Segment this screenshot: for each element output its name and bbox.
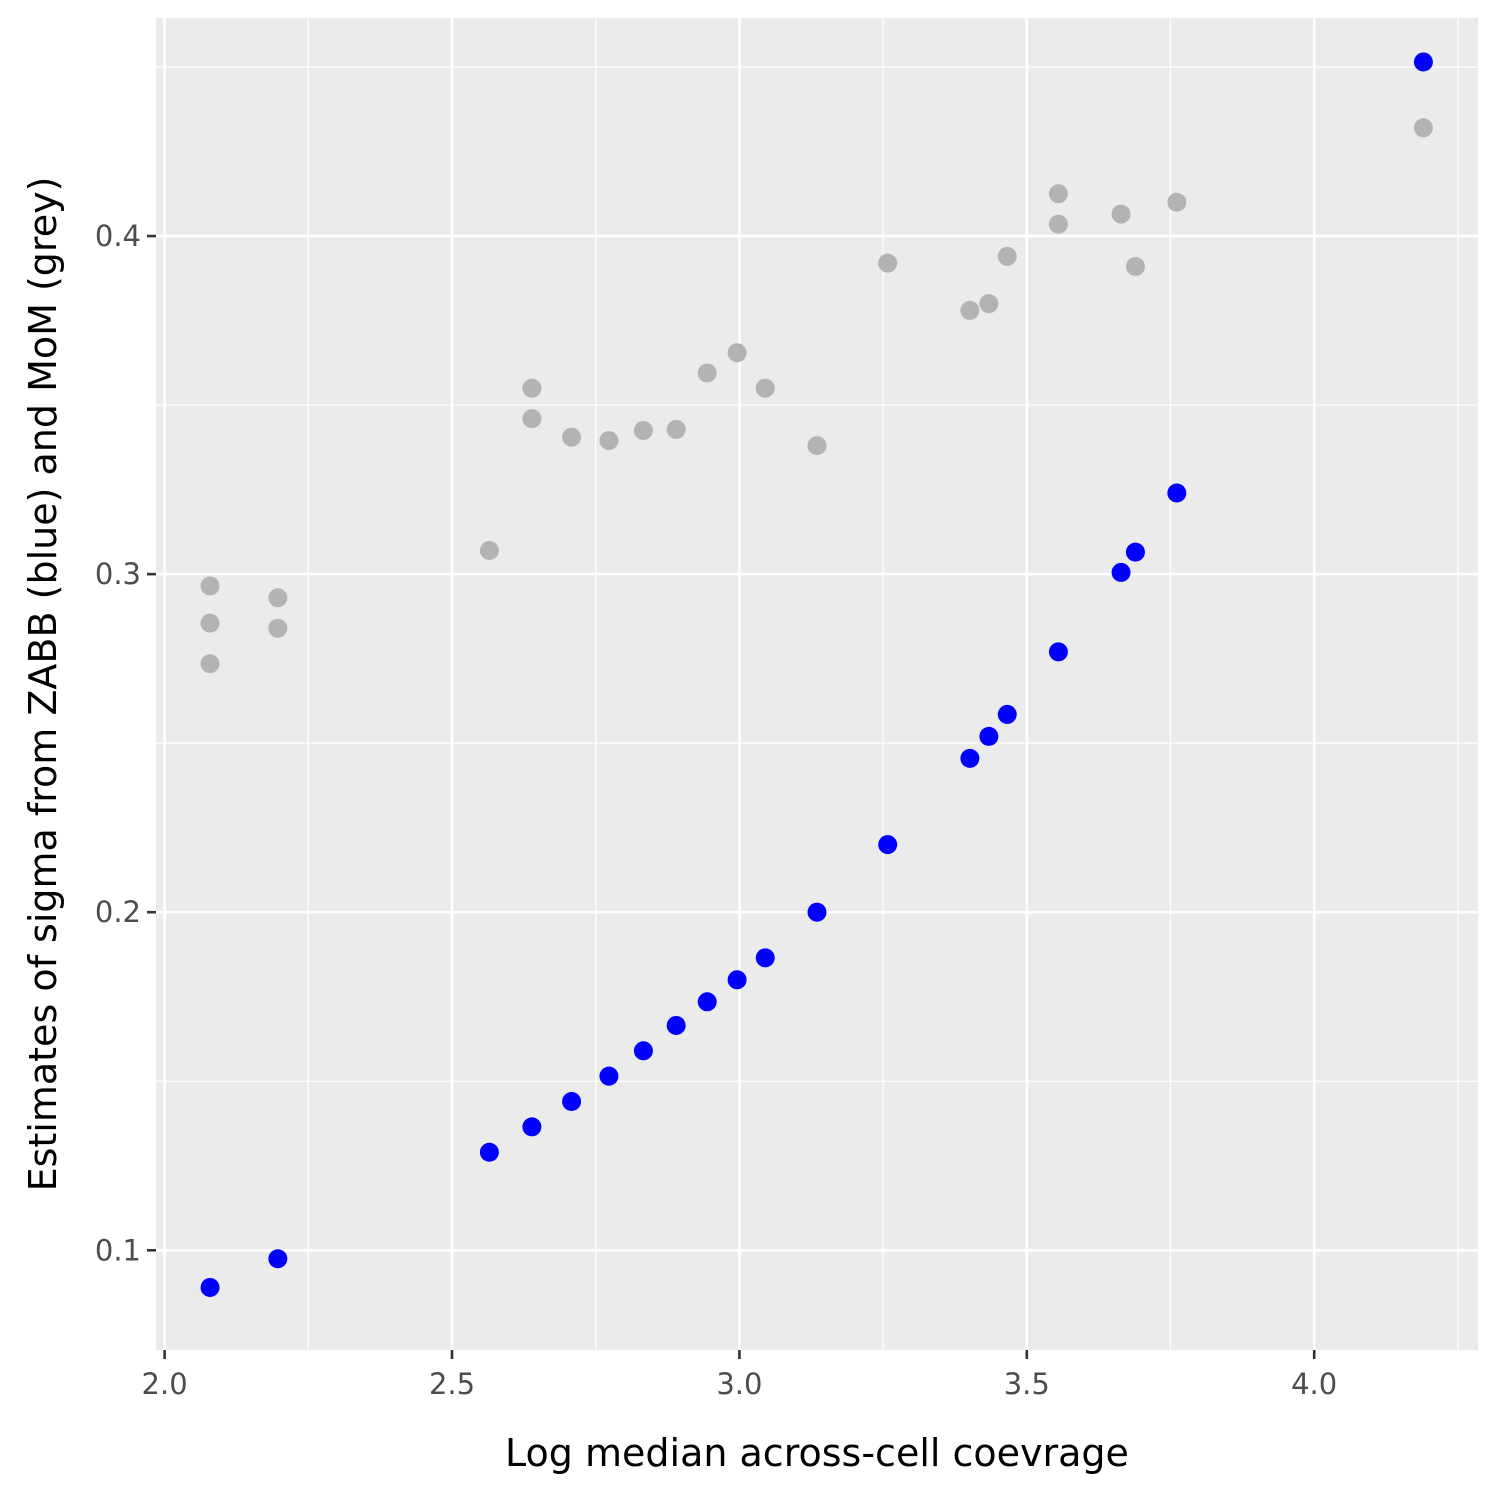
axis-ticks: 2.0 2.5 3.0 3.5 4.0 0.1 0.2 0.3 0.4 bbox=[95, 219, 1337, 1401]
mom-estimate-point bbox=[1125, 256, 1145, 276]
mom-estimate-point bbox=[979, 294, 999, 314]
mom-estimate-point bbox=[633, 420, 653, 440]
zabb-estimate-point bbox=[1413, 52, 1433, 72]
mom-estimate-point bbox=[268, 618, 288, 638]
zabb-estimate-point bbox=[1048, 642, 1068, 662]
x-axis-title: Log median across-cell coevrage bbox=[505, 1431, 1129, 1475]
x-tick-label: 4.0 bbox=[1291, 1367, 1337, 1401]
mom-estimate-point bbox=[878, 253, 898, 273]
data-points bbox=[200, 52, 1433, 1297]
y-tick-label: 0.2 bbox=[95, 895, 141, 929]
x-tick-label: 2.0 bbox=[142, 1367, 188, 1401]
mom-estimate-point bbox=[1111, 204, 1131, 224]
mom-estimate-point bbox=[200, 613, 220, 633]
mom-estimate-point bbox=[562, 427, 582, 447]
major-gridlines bbox=[156, 18, 1478, 1350]
y-tick-label: 0.3 bbox=[95, 557, 141, 591]
mom-estimate-point bbox=[599, 431, 619, 451]
mom-estimate-point bbox=[1048, 184, 1068, 204]
zabb-estimate-point bbox=[562, 1092, 582, 1112]
mom-estimate-point bbox=[807, 436, 827, 456]
x-tick-label: 2.5 bbox=[429, 1367, 475, 1401]
zabb-estimate-point bbox=[697, 992, 717, 1012]
y-axis-title: Estimates of sigma from ZABB (blue) and … bbox=[21, 177, 65, 1192]
mom-estimate-point bbox=[522, 378, 542, 398]
mom-estimate-point bbox=[1413, 118, 1433, 138]
mom-estimate-point bbox=[666, 419, 686, 439]
zabb-estimate-point bbox=[755, 948, 775, 968]
x-tick-label: 3.5 bbox=[1004, 1367, 1050, 1401]
mom-estimate-point bbox=[697, 363, 717, 383]
zabb-estimate-point bbox=[1125, 542, 1145, 562]
mom-estimate-point bbox=[755, 378, 775, 398]
plot-panel bbox=[156, 18, 1478, 1350]
mom-estimate-point bbox=[727, 343, 747, 363]
zabb-estimate-point bbox=[666, 1015, 686, 1035]
zabb-estimate-point bbox=[960, 748, 980, 768]
minor-gridlines bbox=[156, 18, 1478, 1350]
zabb-estimate-point bbox=[633, 1041, 653, 1061]
mom-estimate-point bbox=[960, 300, 980, 320]
zabb-estimate-point bbox=[200, 1277, 220, 1297]
zabb-estimate-point bbox=[599, 1066, 619, 1086]
mom-estimate-point bbox=[200, 576, 220, 596]
zabb-estimate-point bbox=[268, 1249, 288, 1269]
zabb-estimate-point bbox=[997, 704, 1017, 724]
mom-estimate-point bbox=[1167, 192, 1187, 212]
mom-estimate-point bbox=[268, 588, 288, 608]
zabb-estimate-point bbox=[807, 902, 827, 922]
mom-estimate-point bbox=[1048, 214, 1068, 234]
mom-estimate-point bbox=[522, 409, 542, 429]
zabb-estimate-point bbox=[979, 726, 999, 746]
zabb-estimate-point bbox=[1167, 483, 1187, 503]
zabb-estimate-point bbox=[479, 1142, 499, 1162]
mom-estimate-point bbox=[200, 654, 220, 674]
y-tick-label: 0.1 bbox=[95, 1233, 141, 1267]
y-tick-label: 0.4 bbox=[95, 219, 141, 253]
x-tick-label: 3.0 bbox=[716, 1367, 762, 1401]
mom-estimate-point bbox=[997, 246, 1017, 266]
zabb-estimate-point bbox=[1111, 562, 1131, 582]
zabb-estimate-point bbox=[878, 835, 898, 855]
zabb-estimate-point bbox=[522, 1117, 542, 1137]
zabb-estimate-point bbox=[727, 970, 747, 990]
mom-estimate-point bbox=[479, 540, 499, 560]
